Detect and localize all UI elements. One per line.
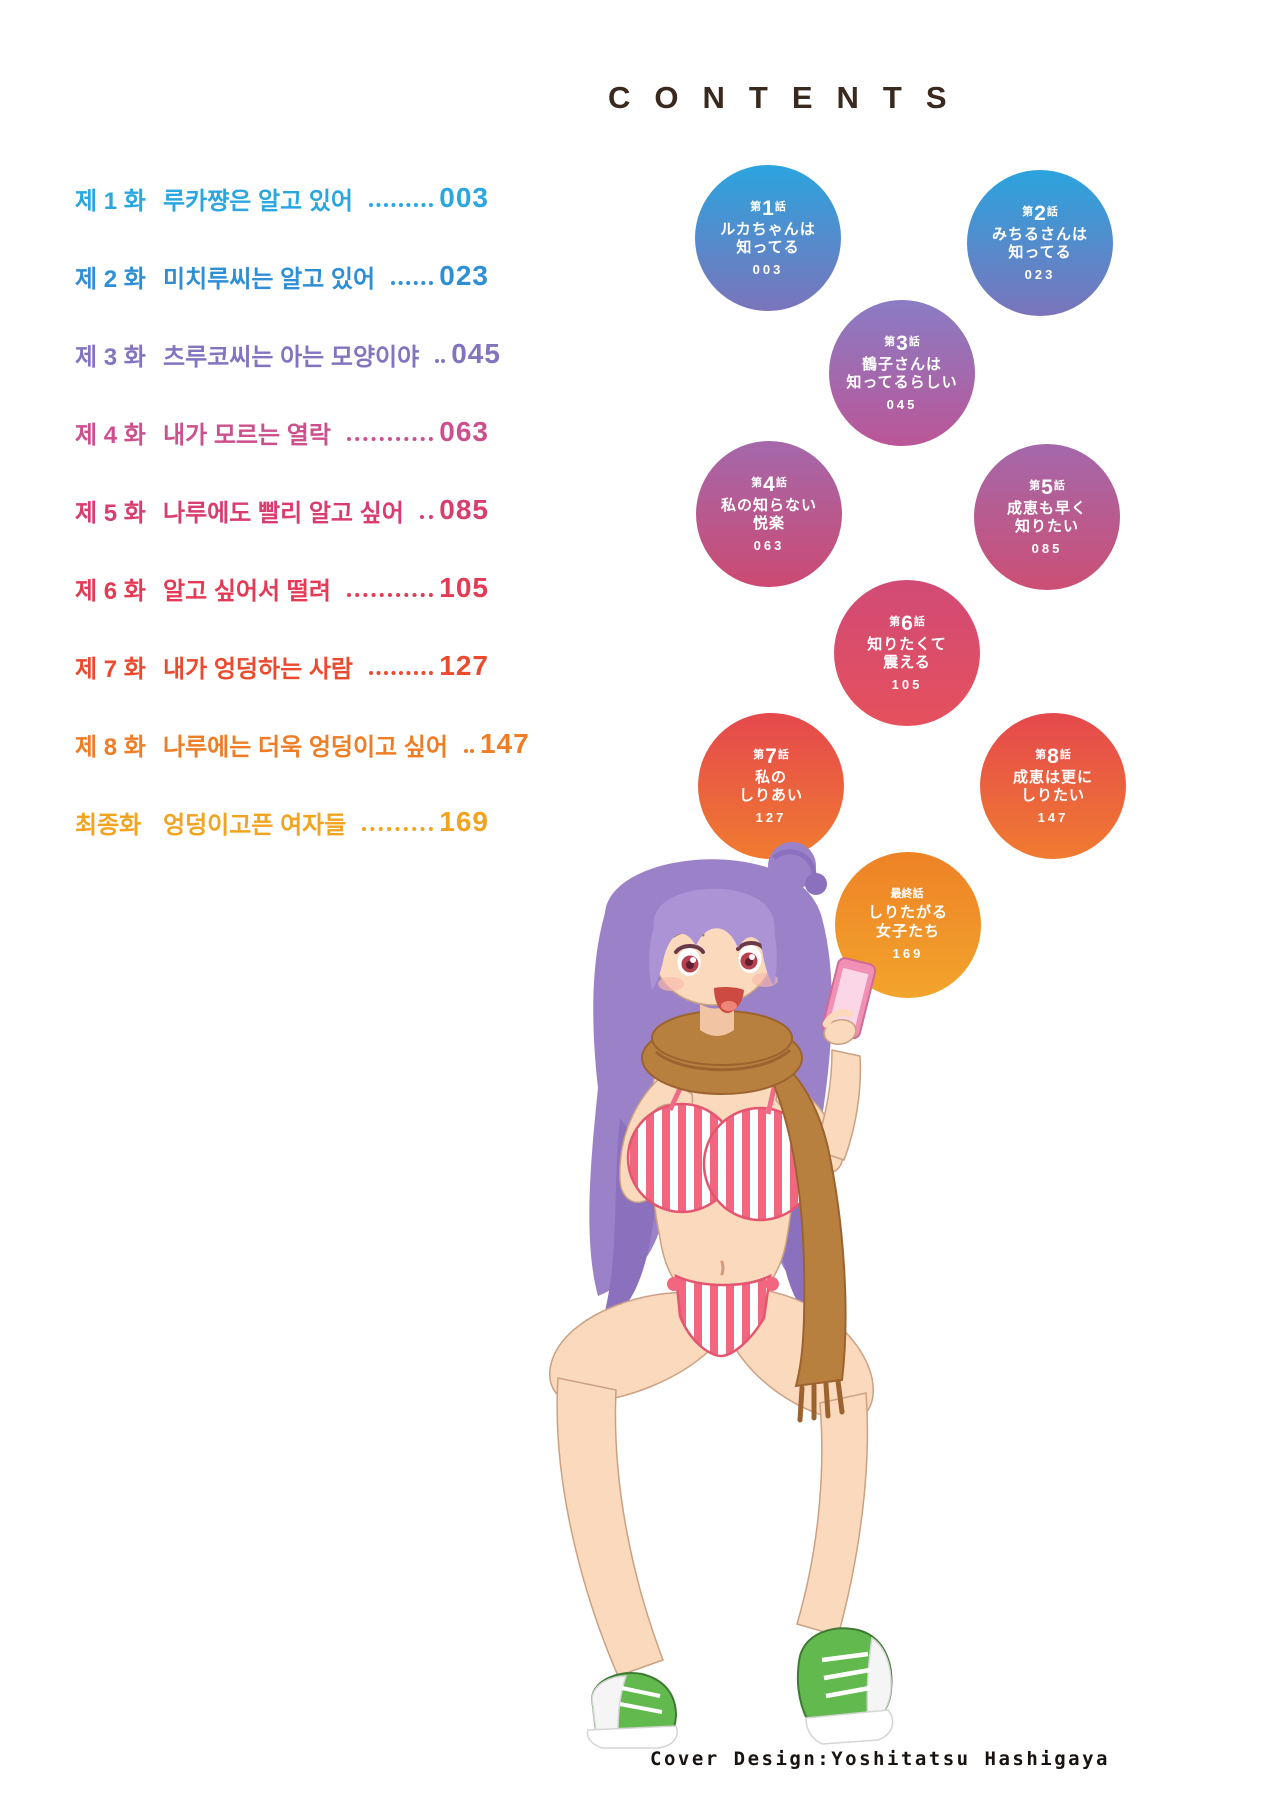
circle-page-number: 063 [753,538,785,554]
page-number: 085 [439,494,489,525]
toc-row: 제 7 화 내가 엉덩하는 사람 127 [75,627,489,705]
chapter-label: 최종화 [75,811,142,839]
dot-leader [368,671,434,675]
circle-title-line2: しりたい [1020,787,1085,805]
chapter-label: 제 7 화 [75,655,146,683]
cover-design-credit: Cover Design:Yoshitatsu Hashigaya [650,1748,1110,1770]
chapter-list: 제 1 화 루카쨩은 알고 있어 003 제 2 화 미치루씨는 알고 있어 0… [75,159,529,861]
dot-leader [346,593,434,597]
circle-title-line2: 知ってる [1008,244,1072,262]
page-number: 127 [439,650,489,681]
circle-title-line2: 知ってる [736,239,800,257]
dot-leader [435,359,446,363]
circle-title-line1: 私の [754,768,787,786]
chapter-label: 제 5 화 [75,499,146,527]
chapter-label: 제 2 화 [75,265,146,293]
toc-row: 제 4 화 내가 모르는 열락 063 [75,393,489,471]
circle-title-line1: しりたがる [867,904,948,921]
circle-title-line1: みちるさんは [991,225,1088,243]
circle-page-number: 147 [1037,810,1069,826]
circle-page-number: 045 [886,397,918,413]
circle-title-line2: 悦楽 [752,515,785,533]
toc-row: 제 6 화 알고 싶어서 떨려 105 [75,549,489,627]
chapter-title: 내가 모르는 열락 [163,421,331,449]
toc-row: 최종화 엉덩이고픈 여자들 169 [75,783,489,861]
chapter-title: 미치루씨는 알고 있어 [163,265,376,293]
chapter-title: 내가 엉덩하는 사람 [163,655,353,683]
chapter-label: 제 8 화 [75,733,146,761]
dot-leader [362,827,434,831]
toc-row: 제 8 화 나루에는 더욱 엉덩이고 싶어 147 [75,705,529,783]
circle-title-line1: ルカちゃんは [720,220,816,238]
chapter-label: 제 3 화 [75,343,146,371]
chapter-title: 나루에도 빨리 알고 싶어 [163,499,404,527]
circle-page-number: 085 [1031,541,1063,557]
toc-row: 제 3 화 츠루코씨는 아는 모양이야 045 [75,315,500,393]
dot-leader [391,281,434,285]
dot-leader [368,203,434,207]
dot-leader [419,515,434,519]
circle-page-number: 105 [891,677,923,693]
circle-title-line1: 私の知らない [720,496,817,514]
page-number: 169 [439,806,489,837]
circle-episode-label: 最終話 [890,888,924,901]
page-title: CONTENTS [608,80,971,115]
circle-title-line1: 成恵は更に [1012,768,1093,786]
page-number: 003 [439,182,489,213]
circle-page-number: 169 [892,945,924,961]
page-number: 023 [439,260,489,291]
circle-title-line2: 知ってるらしい [846,374,958,392]
circle-title-line1: 知りたくて [867,635,947,653]
circle-title-line1: 成恵も早く [1006,499,1087,517]
page-number: 147 [479,728,530,759]
page-number: 105 [439,572,489,603]
circle-page-number: 003 [752,262,784,278]
circle-title-line2: 知りたい [1014,518,1079,536]
toc-row: 제 1 화 루카쨩은 알고 있어 003 [75,159,489,237]
chapter-title: 츠루코씨는 아는 모양이야 [163,343,420,371]
chapter-title: 엉덩이고픈 여자들 [163,811,347,839]
toc-row: 제 5 화 나루에도 빨리 알고 싶어 085 [75,471,489,549]
chapter-label: 제 4 화 [75,421,146,449]
circle-title-line2: 震える [883,654,931,672]
page-number: 063 [439,416,489,447]
dot-leader [463,749,474,753]
circle-page-number: 127 [755,810,787,826]
chapter-title: 알고 싶어서 떨려 [163,577,331,605]
circle-title-line2: 女子たち [875,922,940,940]
chapter-label: 제 1 화 [75,187,146,215]
chapter-title: 나루에는 더욱 엉덩이고 싶어 [163,733,448,761]
toc-row: 제 2 화 미치루씨는 알고 있어 023 [75,237,489,315]
circle-page-number: 023 [1024,267,1056,283]
cover-illustration [470,818,920,1753]
circle-title-line1: 鶴子さんは [861,355,942,373]
chapter-title: 루카쨩은 알고 있어 [163,187,353,215]
dot-leader [346,437,434,441]
circle-title-line2: しりあい [738,787,803,805]
page-number: 045 [451,338,501,369]
chapter-label: 제 6 화 [75,577,146,605]
